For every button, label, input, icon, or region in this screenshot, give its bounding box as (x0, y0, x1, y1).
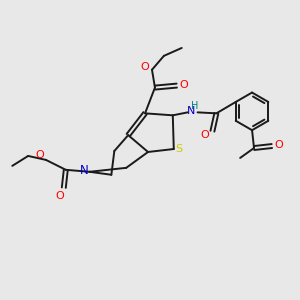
Text: O: O (274, 140, 283, 150)
Text: N: N (186, 106, 195, 116)
Text: O: O (200, 130, 209, 140)
Text: O: O (179, 80, 188, 90)
Text: N: N (80, 164, 89, 177)
Text: O: O (36, 150, 44, 160)
Text: S: S (175, 144, 182, 154)
Text: H: H (191, 101, 198, 111)
Text: O: O (56, 190, 64, 201)
Text: O: O (141, 62, 149, 72)
